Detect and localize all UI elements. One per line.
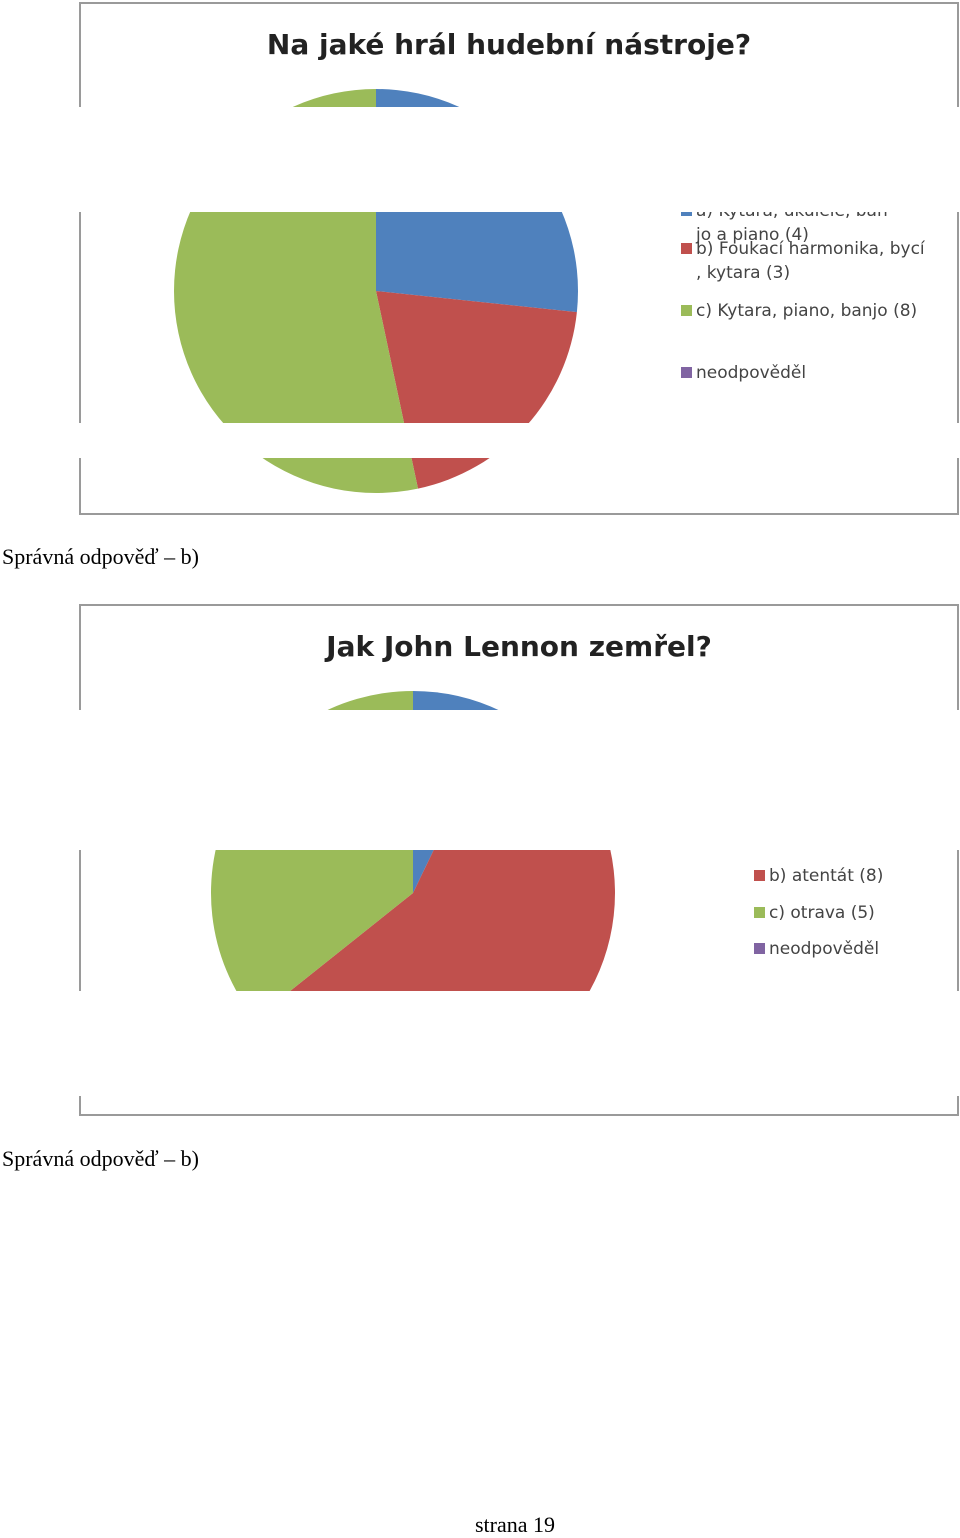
blank-band <box>0 423 960 458</box>
answer-text: Správná odpověď – b) <box>2 544 199 569</box>
legend-label-1: b) atentát (8) <box>769 866 883 886</box>
legend-label-2: c) Kytara, piano, banjo (8) <box>696 301 917 321</box>
blank-band <box>0 710 960 850</box>
legend-swatch-1 <box>754 870 765 881</box>
legend-label-1: b) Foukací harmonika, bycí, kytara (3) <box>696 239 926 283</box>
blank-band <box>0 991 960 1096</box>
legend-swatch-3 <box>754 943 765 954</box>
legend-label-3: neodpověděl <box>696 363 806 383</box>
legend-label-3: neodpověděl <box>769 939 879 959</box>
legend-swatch-1 <box>681 243 692 254</box>
answer-text: Správná odpověď – b) <box>2 1146 199 1171</box>
legend-label-2: c) otrava (5) <box>769 903 875 923</box>
page-number: strana 19 <box>475 1512 556 1537</box>
chart-title: Jak John Lennon zemřel? <box>324 630 712 663</box>
chart-title: Na jaké hrál hudební nástroje? <box>267 28 751 61</box>
legend-swatch-3 <box>681 367 692 378</box>
legend-swatch-2 <box>681 305 692 316</box>
blank-band <box>0 107 960 212</box>
legend-swatch-2 <box>754 907 765 918</box>
